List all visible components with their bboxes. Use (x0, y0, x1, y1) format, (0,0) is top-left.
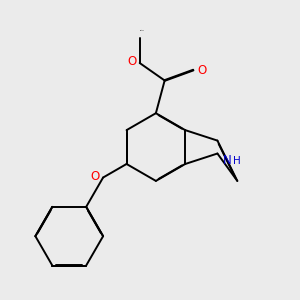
Text: H: H (233, 156, 241, 166)
Text: O: O (198, 64, 207, 76)
Text: O: O (127, 55, 136, 68)
Text: O: O (90, 169, 100, 183)
Text: methyl: methyl (140, 30, 145, 31)
Text: N: N (223, 154, 232, 167)
